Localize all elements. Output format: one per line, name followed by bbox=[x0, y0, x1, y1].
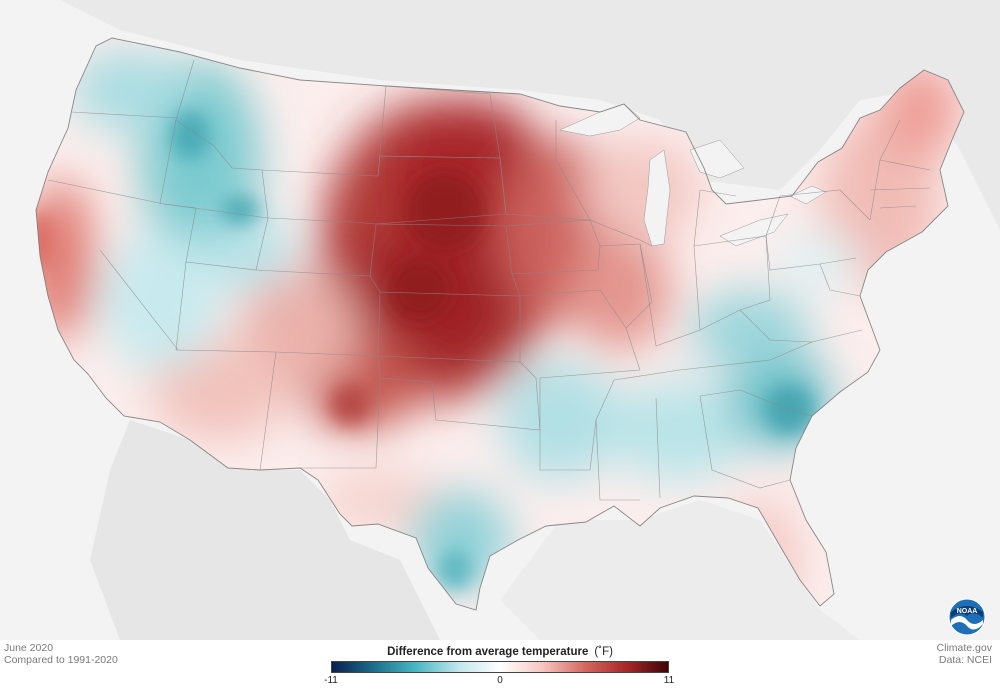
legend-tick-max: 11 bbox=[663, 675, 675, 686]
map-canvas bbox=[35, 37, 965, 640]
anomaly-map bbox=[35, 37, 965, 640]
legend-title: Difference from average temperature (˚F) bbox=[0, 646, 1000, 658]
baseline-label: Compared to 1991-2020 bbox=[4, 654, 118, 666]
noaa-logo-icon: NOAA bbox=[948, 598, 986, 636]
logo-text: NOAA bbox=[957, 608, 978, 615]
credit-data: Data: NCEI bbox=[938, 654, 992, 666]
credit-source: Climate.gov bbox=[936, 642, 992, 654]
legend-unit: (˚F) bbox=[594, 646, 613, 658]
legend-tick-min: -11 bbox=[324, 675, 338, 686]
great-lakes bbox=[559, 103, 827, 247]
legend-title-text: Difference from average temperature bbox=[387, 646, 589, 658]
state-boundaries bbox=[35, 37, 965, 611]
legend-color-bar bbox=[331, 661, 669, 673]
legend-tick-mid: 0 bbox=[497, 675, 503, 686]
period-label: June 2020 bbox=[4, 642, 54, 654]
